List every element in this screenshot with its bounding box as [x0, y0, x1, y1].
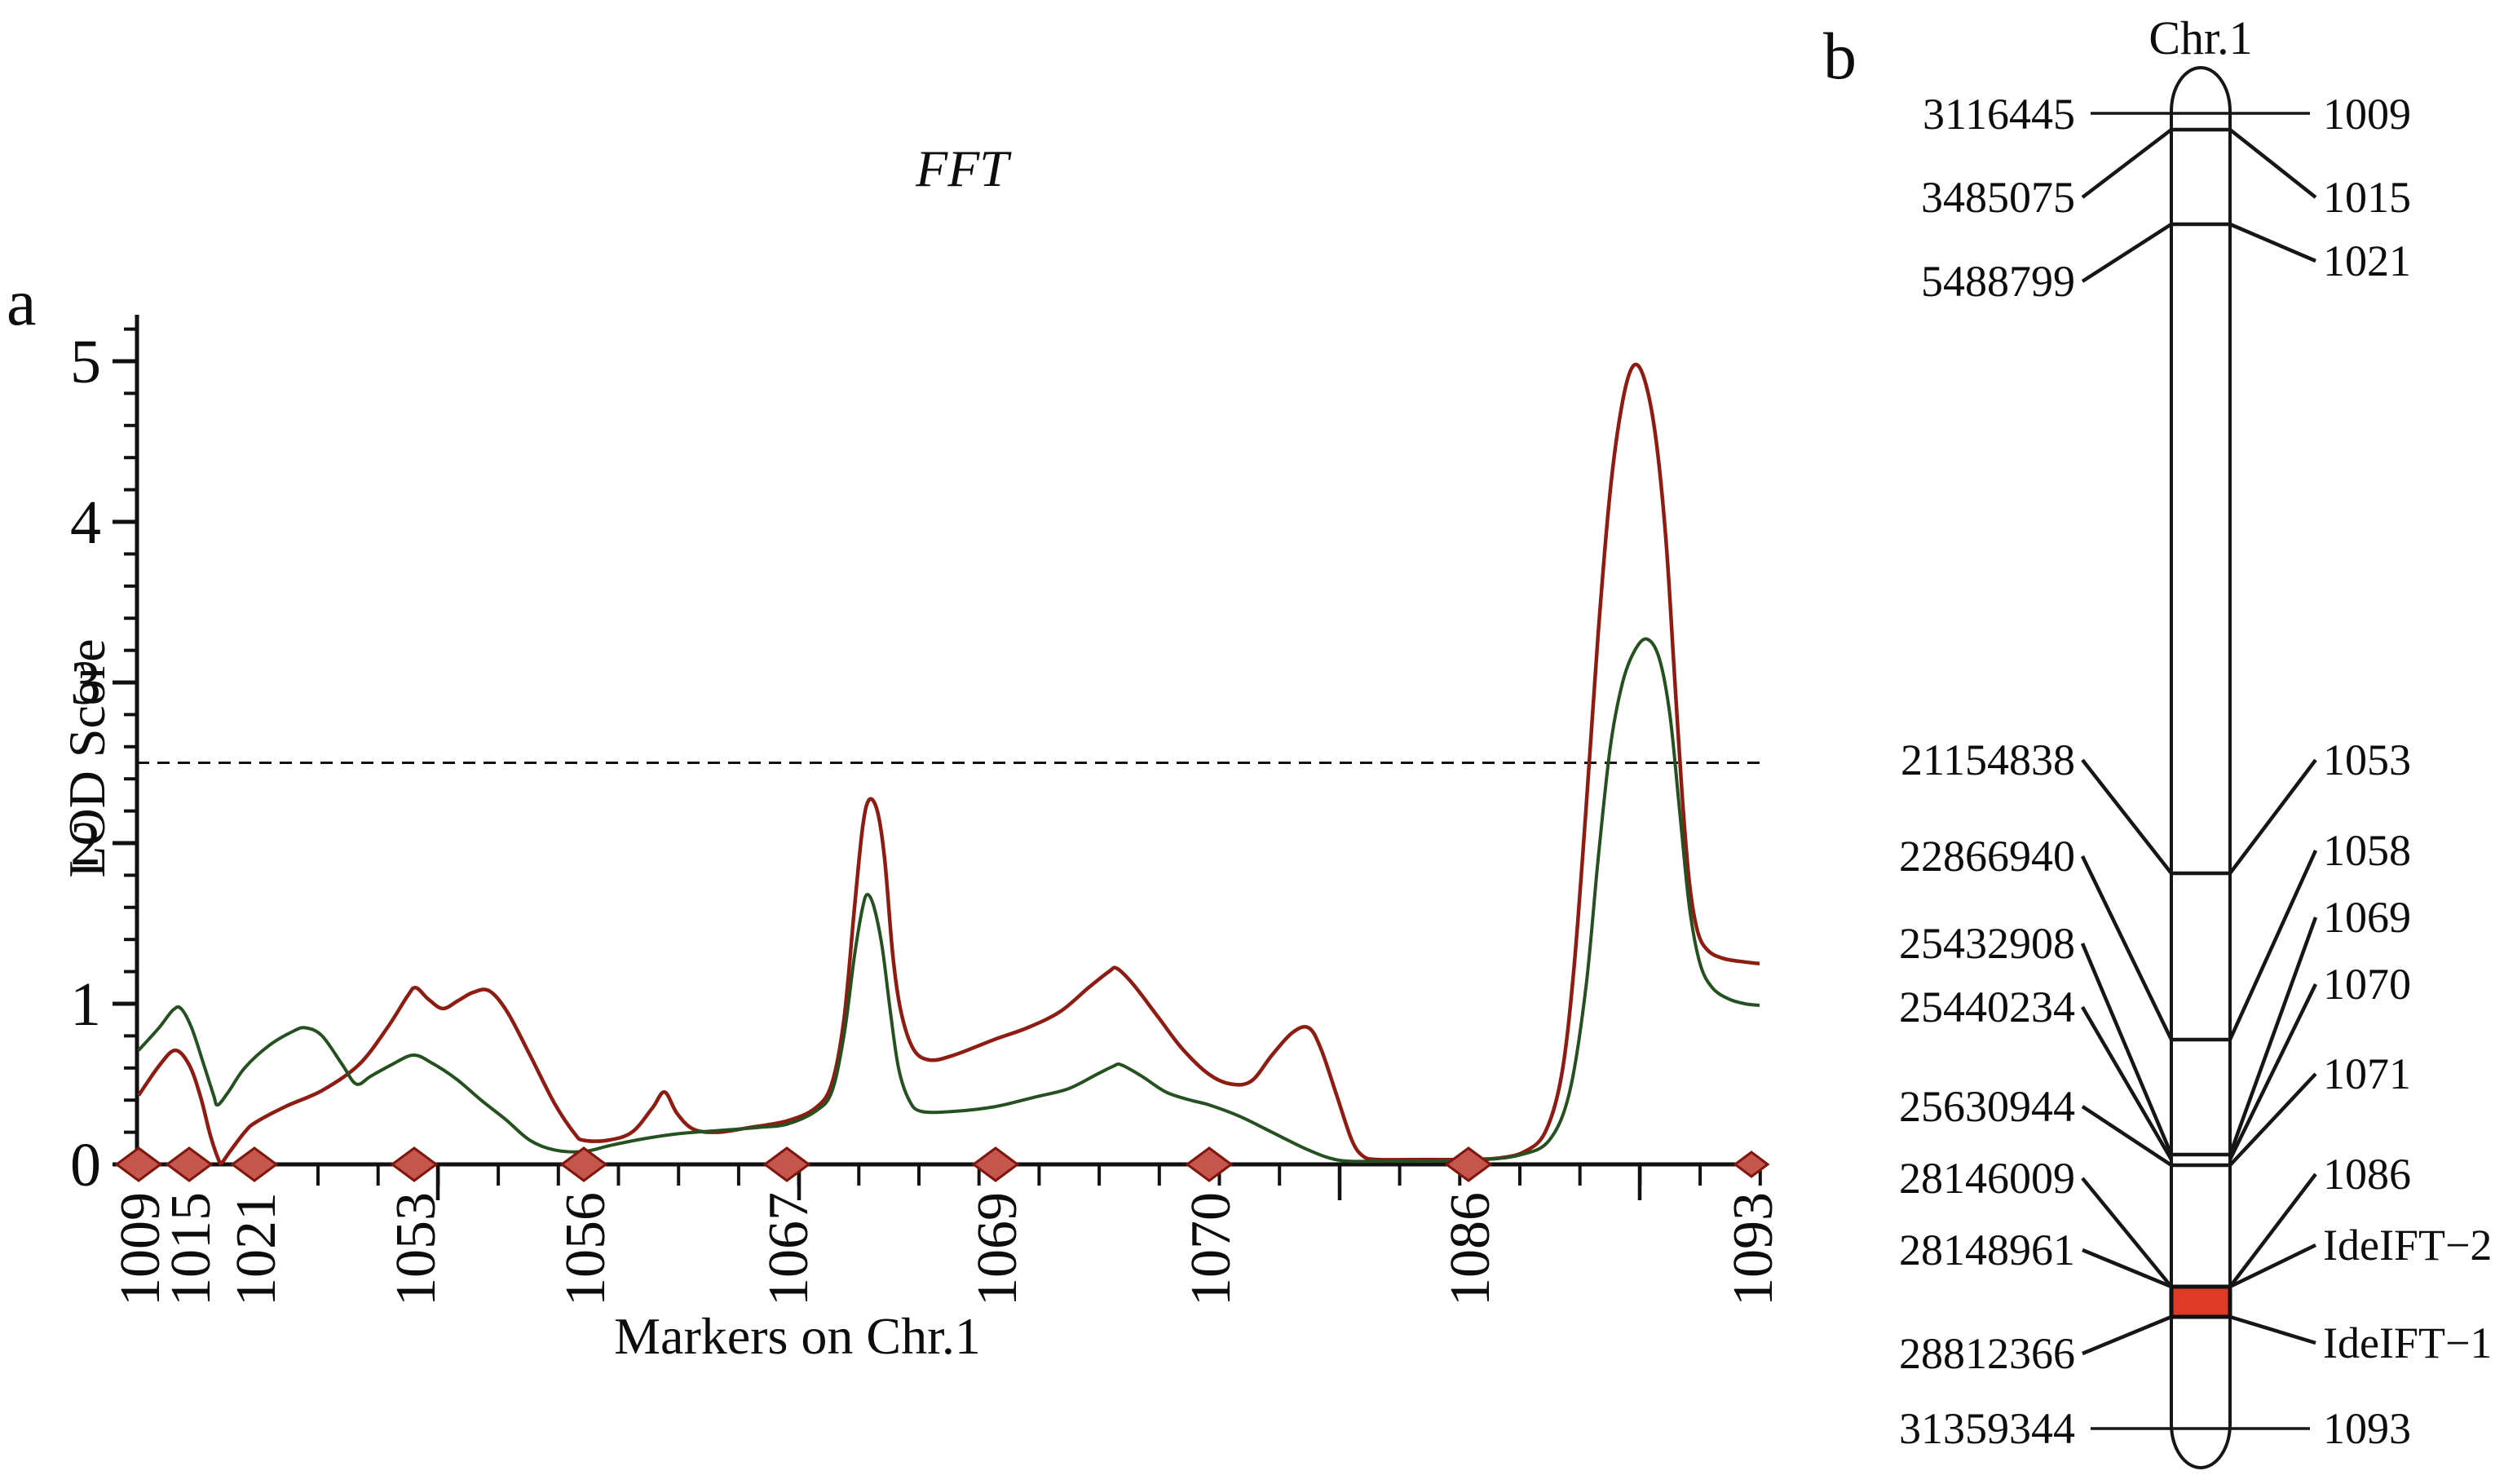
marker-name-label: 1070 [2323, 960, 2411, 1009]
left-connector-line [2082, 1248, 2172, 1289]
marker-label: 1086 [1439, 1192, 1502, 1306]
marker-name-label: 1093 [2323, 1404, 2411, 1453]
left-connector-line [2080, 855, 2174, 1040]
marker-name-label: 1009 [2323, 90, 2411, 139]
marker-name-label: IdeIFT−1 [2323, 1318, 2492, 1367]
chromosome-title: Chr.1 [2148, 11, 2252, 64]
left-connector-line [2080, 943, 2174, 1155]
left-connector-line [2081, 1177, 2173, 1288]
qtl-highlight-segment [2169, 1284, 2232, 1319]
panel-b-label: b [1823, 19, 1857, 93]
marker-name-label: 1021 [2323, 236, 2411, 285]
y-tick-label: 1 [70, 970, 101, 1039]
marker-label: 1009 [109, 1192, 172, 1306]
marker-name-label: 1058 [2323, 826, 2411, 875]
physical-position-label: 25440234 [1899, 983, 2075, 1031]
y-tick-label: 4 [70, 488, 101, 557]
right-connector-line [2228, 850, 2318, 1040]
marker-diamond [559, 1146, 608, 1182]
physical-position-label: 31359344 [1899, 1404, 2075, 1453]
right-connector-line [2228, 1072, 2317, 1167]
marker-diamond [1444, 1146, 1493, 1182]
left-connector-line [2081, 128, 2173, 199]
panel-a: a FFT Markers on Chr.1 LOD Score 0 1 2 3 4 5 1… [7, 139, 1785, 1365]
marker-label: 1015 [160, 1192, 223, 1306]
marker-diamond [165, 1146, 214, 1182]
chromosome-diagram: 3116445 3485075 5488799 21154838 22866940 254… [1899, 66, 2492, 1469]
marker-diamond [230, 1146, 279, 1182]
marker-name-label: 1086 [2323, 1150, 2411, 1199]
y-tick-label: 5 [70, 328, 101, 396]
chromosome-capsule [2170, 66, 2232, 1469]
left-connector-line [2082, 1314, 2172, 1356]
physical-position-label: 3116445 [1923, 90, 2075, 139]
physical-position-label: 3485075 [1921, 173, 2075, 222]
marker-label: 1053 [385, 1192, 448, 1306]
right-connector-line [2228, 916, 2318, 1155]
x-axis-title: Markers on Chr.1 [614, 1307, 981, 1365]
marker-diamond [114, 1146, 163, 1182]
plot-title: FFT [915, 139, 1012, 197]
physical-position-label: 22866940 [1899, 832, 2075, 881]
physical-position-label: 5488799 [1921, 257, 2075, 306]
lod-curve-red [137, 362, 1760, 1166]
right-connector-line [2229, 1243, 2316, 1289]
lod-curve-green [137, 637, 1760, 1164]
marker-name-label: 1069 [2323, 893, 2411, 942]
left-connector-line [2081, 1105, 2173, 1167]
marker-name-label: 1053 [2323, 735, 2411, 784]
marker-diamond [1185, 1146, 1234, 1182]
left-connector-line [2081, 223, 2173, 283]
panel-b: b Chr.1 3116445 3485075 5488799 21154838 228… [1823, 11, 2492, 1469]
marker-label: 1021 [225, 1192, 288, 1306]
y-tick-label: 3 [70, 649, 101, 718]
right-connector-line [2228, 983, 2318, 1160]
panel-a-label: a [7, 265, 36, 339]
marker-label: 1069 [966, 1192, 1029, 1306]
left-connector-line [2081, 1005, 2173, 1161]
right-connector-line [2229, 1314, 2316, 1345]
y-tick-label: 0 [70, 1131, 101, 1199]
physical-position-label: 25432908 [1899, 919, 2075, 968]
marker-name-label: IdeIFT−2 [2323, 1221, 2492, 1270]
right-connector-line [2229, 222, 2316, 263]
right-connector-line [2228, 128, 2317, 199]
y-tick-label: 2 [70, 810, 101, 878]
marker-label: 1067 [757, 1192, 820, 1306]
physical-position-label: 25630944 [1899, 1082, 2075, 1131]
y-axis-title: LOD Score [58, 638, 116, 877]
marker-label: 1093 [1722, 1192, 1785, 1306]
marker-label: 1070 [1180, 1192, 1243, 1306]
marker-diamond [762, 1146, 811, 1182]
marker-diamond [971, 1146, 1020, 1182]
marker-label: 1056 [554, 1192, 617, 1306]
physical-position-label: 28148961 [1899, 1226, 2075, 1274]
left-connector-line [2081, 758, 2173, 875]
marker-name-label: 1015 [2323, 173, 2411, 222]
physical-position-label: 21154838 [1901, 735, 2075, 784]
physical-position-label: 28812366 [1899, 1329, 2075, 1378]
physical-position-label: 28146009 [1899, 1154, 2075, 1203]
right-connector-line [2228, 1173, 2317, 1288]
marker-diamond [1733, 1151, 1770, 1178]
right-connector-line [2228, 758, 2317, 875]
marker-diamond [390, 1146, 439, 1182]
marker-name-label: 1071 [2323, 1049, 2411, 1098]
